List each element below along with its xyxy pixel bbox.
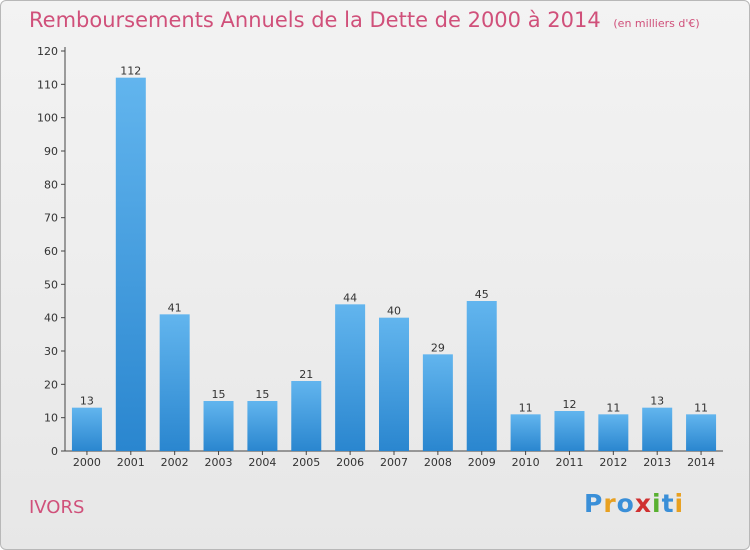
bar-value-label: 40	[387, 305, 401, 318]
x-tick-label: 2008	[424, 456, 452, 469]
y-tick-label: 30	[44, 345, 58, 358]
y-tick-label: 120	[37, 45, 58, 58]
x-tick-label: 2006	[336, 456, 364, 469]
bar-value-label: 11	[694, 401, 708, 414]
y-tick-label: 20	[44, 378, 58, 391]
bar-value-label: 21	[299, 368, 313, 381]
bar-value-label: 13	[80, 395, 94, 408]
logo-letter: i	[674, 489, 685, 518]
logo-letter: x	[634, 489, 652, 518]
x-tick-label: 2009	[468, 456, 496, 469]
y-tick-label: 40	[44, 312, 58, 325]
bar	[422, 354, 453, 451]
chart-title: Remboursements Annuels de la Dette de 20…	[29, 8, 700, 32]
bar-value-label: 15	[255, 388, 269, 401]
bar	[510, 414, 541, 451]
y-tick-label: 70	[44, 212, 58, 225]
bar-value-label: 41	[168, 301, 182, 314]
y-tick-label: 90	[44, 145, 58, 158]
bar	[71, 407, 102, 451]
bar	[379, 317, 409, 451]
x-tick-label: 2012	[599, 456, 627, 469]
bar-value-label: 44	[343, 291, 357, 304]
chart-title-text: Remboursements Annuels de la Dette de 20…	[29, 8, 601, 32]
x-tick-label: 2011	[555, 456, 583, 469]
bar	[466, 301, 497, 451]
bar	[159, 314, 190, 451]
bar-value-label: 29	[431, 341, 445, 354]
bar-value-label: 11	[519, 401, 533, 414]
bar	[291, 381, 322, 451]
y-tick-label: 100	[37, 112, 58, 125]
y-tick-label: 0	[51, 445, 58, 458]
x-tick-label: 2000	[73, 456, 101, 469]
bar-value-label: 12	[562, 398, 576, 411]
x-tick-label: 2003	[205, 456, 233, 469]
y-tick-label: 10	[44, 412, 58, 425]
bar-value-label: 13	[650, 395, 664, 408]
bar	[247, 401, 278, 451]
y-tick-label: 110	[37, 78, 58, 91]
bar-value-label: 45	[475, 288, 489, 301]
bar-value-label: 15	[212, 388, 226, 401]
x-tick-label: 2010	[512, 456, 540, 469]
commune-name: IVORS	[29, 497, 85, 518]
bar	[642, 407, 673, 451]
x-tick-label: 2007	[380, 456, 408, 469]
logo-letter: r	[603, 489, 617, 518]
x-tick-label: 2013	[643, 456, 671, 469]
logo-letter: i	[652, 489, 662, 518]
bar-value-label: 11	[606, 401, 620, 414]
x-tick-label: 2014	[687, 456, 715, 469]
y-tick-label: 60	[44, 245, 58, 258]
x-tick-label: 2001	[117, 456, 145, 469]
y-tick-label: 80	[44, 178, 58, 191]
bar-value-label: 112	[120, 65, 141, 78]
logo-letter: t	[661, 489, 675, 518]
logo-letter: P	[584, 489, 604, 518]
bar	[554, 411, 585, 451]
y-tick-label: 50	[44, 278, 58, 291]
bar	[203, 401, 234, 451]
logo-letter: o	[616, 489, 635, 518]
chart-subtitle: (en milliers d'€)	[613, 17, 700, 30]
bar	[598, 414, 629, 451]
bar	[335, 304, 366, 451]
x-tick-label: 2004	[248, 456, 276, 469]
x-tick-label: 2002	[161, 456, 189, 469]
bar	[115, 77, 146, 452]
bar	[686, 414, 717, 451]
proxiti-logo: Proxiti	[584, 489, 684, 518]
x-tick-label: 2005	[292, 456, 320, 469]
